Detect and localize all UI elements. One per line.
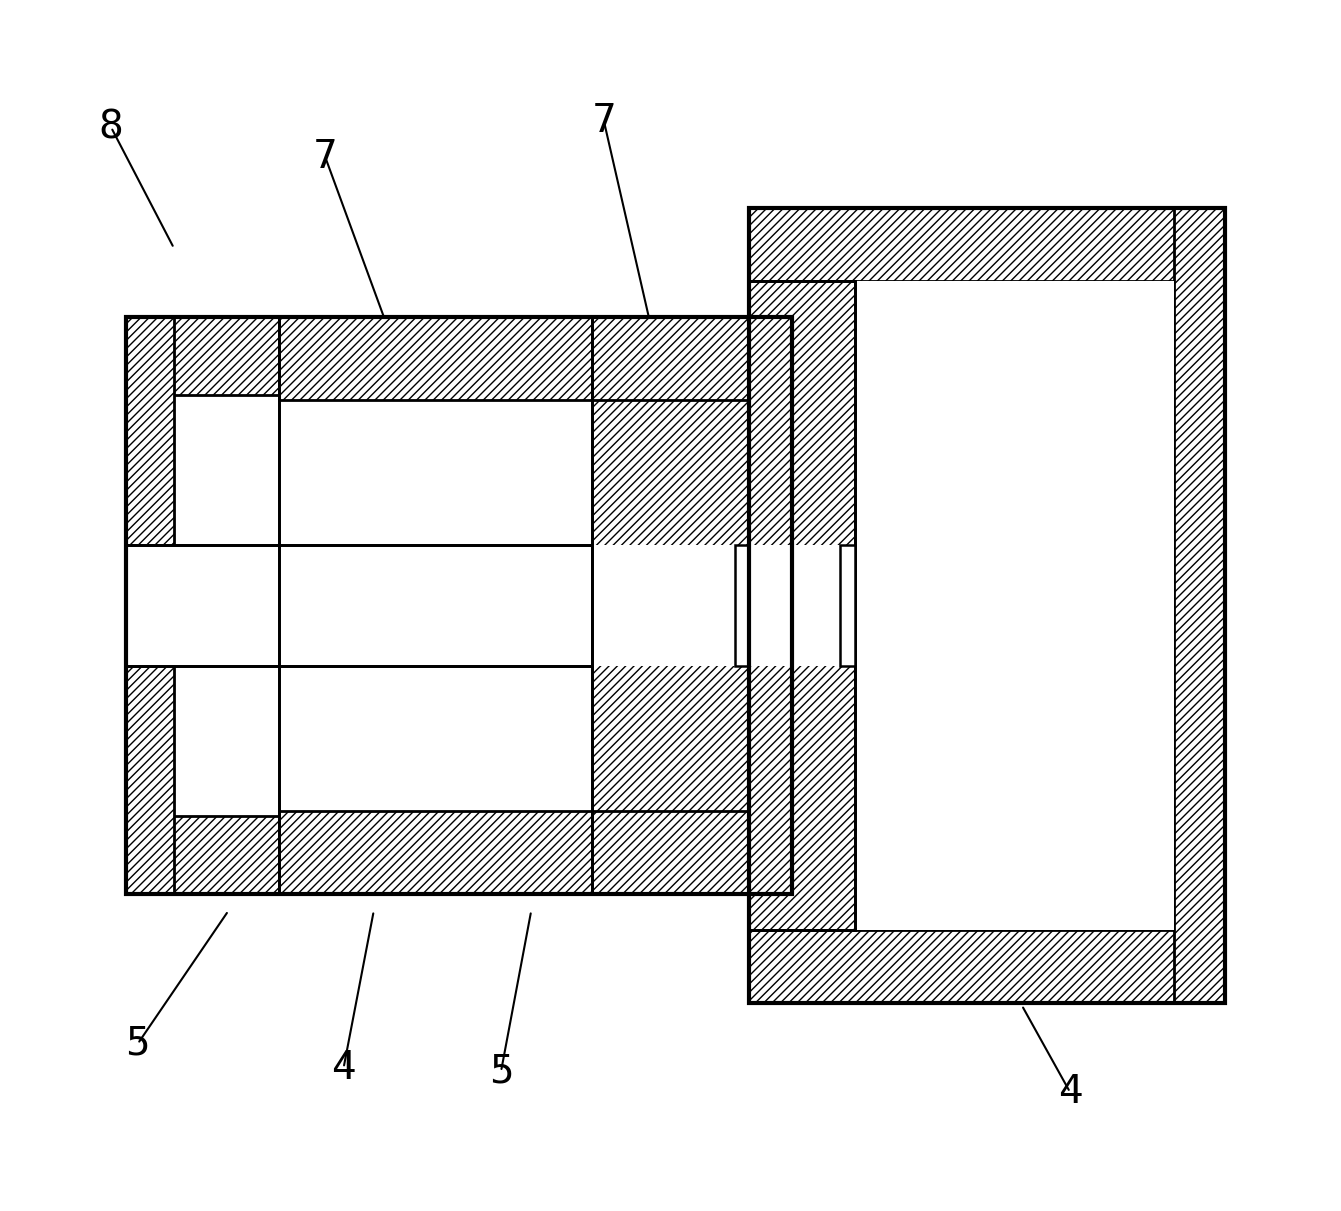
Bar xyxy=(591,317,750,894)
Bar xyxy=(126,317,791,894)
Bar xyxy=(279,400,750,811)
Bar xyxy=(591,317,750,400)
Bar xyxy=(126,317,791,395)
Bar xyxy=(750,208,1226,1003)
Bar xyxy=(126,317,791,894)
Text: 4: 4 xyxy=(331,1049,355,1087)
Bar xyxy=(126,816,791,894)
Bar xyxy=(126,545,591,666)
Bar xyxy=(279,317,750,894)
Text: 7: 7 xyxy=(591,102,617,140)
Bar xyxy=(591,545,750,666)
Text: 7: 7 xyxy=(312,138,338,177)
Bar xyxy=(126,545,591,666)
Bar xyxy=(1175,208,1226,1003)
Bar xyxy=(750,208,1226,1003)
Text: 5: 5 xyxy=(125,1025,150,1063)
Bar xyxy=(854,281,1175,930)
Text: 4: 4 xyxy=(1058,1073,1082,1112)
Bar xyxy=(750,281,854,930)
Bar xyxy=(126,317,791,894)
Text: 5: 5 xyxy=(488,1052,514,1091)
Bar xyxy=(839,545,854,666)
Bar xyxy=(279,317,750,894)
Bar xyxy=(735,545,750,666)
Bar xyxy=(750,208,1226,1003)
Bar xyxy=(750,930,1226,1003)
Bar xyxy=(126,317,174,894)
Bar xyxy=(750,208,1226,281)
Bar xyxy=(279,317,750,400)
Bar xyxy=(279,811,750,894)
Bar xyxy=(591,811,750,894)
Bar xyxy=(750,545,854,666)
Bar xyxy=(591,317,750,894)
Text: 8: 8 xyxy=(99,108,123,147)
Bar xyxy=(750,281,854,930)
